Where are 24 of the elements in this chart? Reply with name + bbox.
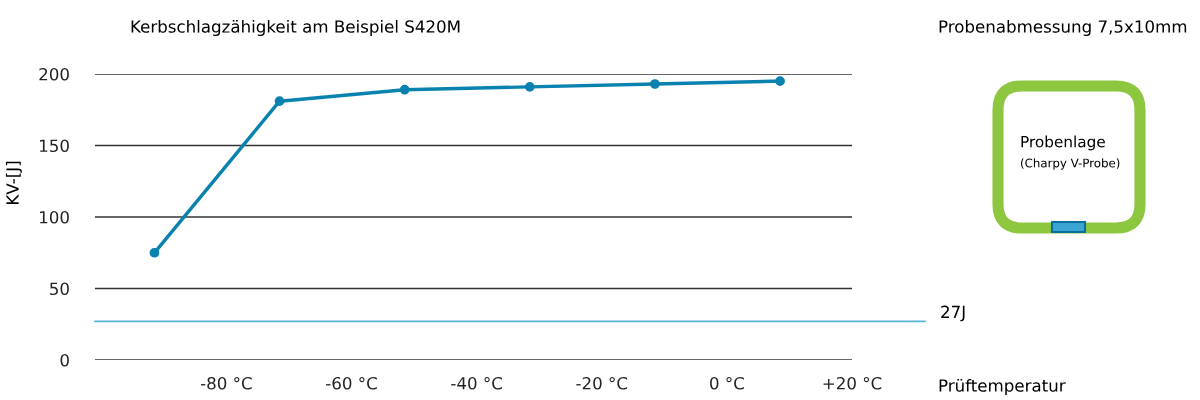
x-tick-label: 0 °C [710, 376, 744, 390]
x-tick-label: +20 °C [823, 376, 882, 390]
y-tick-label: 100 [40, 210, 69, 224]
text: Probenlage [1021, 135, 1105, 151]
x-axis-title: Prüftemperatur [939, 378, 1066, 396]
ref-line-label: 27J [941, 305, 965, 322]
text: (Charpy V-Probe) [1021, 158, 1120, 170]
y-tick-label: 200 [39, 67, 69, 81]
text: Probenabmessung 7,5x10mm [939, 19, 1187, 37]
point [775, 76, 785, 87]
x-tick-label: -80 °C [200, 376, 252, 390]
y-axis-title: KV-[J] [5, 161, 22, 205]
y-tick-label: 0 [60, 353, 69, 367]
x-tick-label: -40 °C [451, 376, 502, 390]
x-tick-label: -60 °C [326, 376, 377, 390]
x-tick-label: -20 °C [576, 376, 628, 390]
point [149, 247, 160, 258]
y-tick-label: 50 [50, 282, 69, 296]
chart-title: Kerbschlagzähigkeit am Beispiel S420M [131, 19, 460, 37]
point [650, 79, 660, 89]
point [399, 84, 410, 95]
y-tick-label: 150 [40, 139, 69, 153]
point [274, 96, 285, 107]
point [524, 82, 535, 92]
